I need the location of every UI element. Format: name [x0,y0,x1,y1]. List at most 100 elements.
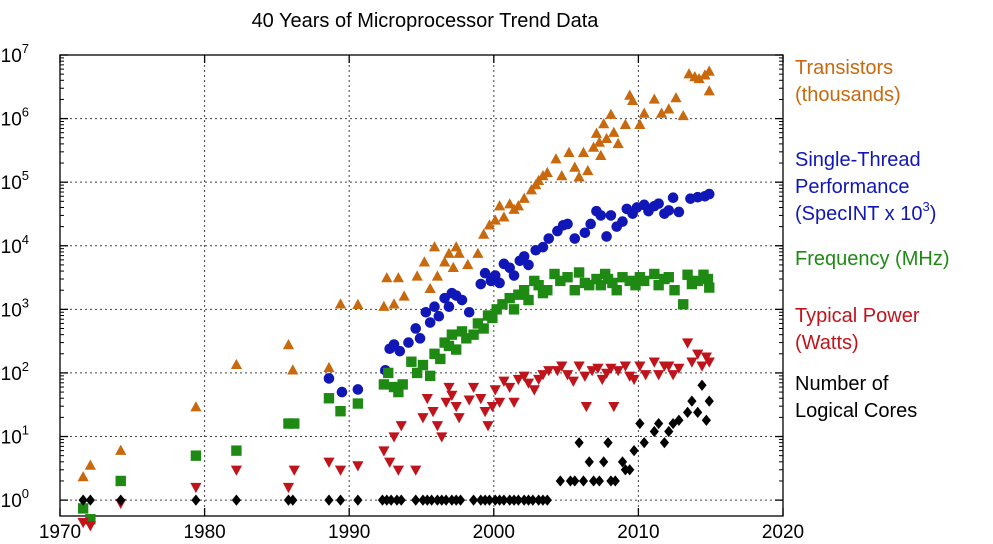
series-2 [77,267,715,525]
data-point [542,285,553,296]
data-point [594,475,604,487]
data-point [482,421,494,432]
data-point [703,188,715,200]
data-point [427,407,439,418]
data-point [85,514,96,525]
data-point [629,445,639,457]
data-point [612,366,624,377]
data-point [638,107,650,118]
data-point [562,272,573,283]
data-point [431,421,444,432]
data-point [424,370,436,382]
data-point [384,457,396,468]
data-point [649,425,659,438]
data-point [441,494,451,506]
data-point [600,132,613,144]
data-point [586,366,598,377]
data-point [352,461,364,472]
data-point [537,370,549,381]
data-point [659,437,670,449]
data-point [410,323,422,334]
data-point [393,386,404,398]
data-point [394,345,406,357]
data-point [577,146,590,157]
data-point [569,233,581,244]
data-point [491,304,502,315]
legend-label: Frequency (MHz) [795,248,949,270]
data-point [543,233,555,244]
data-point [497,299,508,310]
data-point [84,459,96,470]
data-point [115,444,127,455]
data-point [528,494,538,506]
data-point [639,437,649,449]
data-point [463,306,475,318]
data-point [504,262,516,274]
data-point [635,417,645,430]
legend-label: Single-Thread [795,149,921,171]
data-point [410,465,422,476]
data-point [624,275,635,287]
data-point [600,368,613,379]
data-point [453,247,465,258]
data-point [595,279,607,291]
data-point [638,275,650,287]
y-tick-label: 101 [1,423,29,449]
data-point [411,270,423,281]
data-point [598,118,610,129]
data-point [378,446,390,457]
data-point [352,298,364,309]
data-point [77,503,89,514]
data-point [523,294,534,306]
data-point [634,118,646,129]
data-point [417,359,429,371]
data-point [428,241,441,252]
data-point [443,382,455,394]
data-point [610,475,620,487]
data-point [569,285,580,296]
data-point [522,378,535,389]
axes: 1970 1980 1990 2000 2010 2020 100 101 102 103 104 1… [1,41,805,543]
series-4 [78,379,714,506]
data-point [628,374,640,386]
data-point [682,269,693,280]
data-point [353,494,363,506]
data-point [282,338,295,350]
data-point [494,277,505,289]
legend-label: Typical Power [795,305,920,327]
data-point [528,385,540,396]
data-point [599,456,609,468]
data-point [323,361,335,373]
data-point [334,465,347,476]
data-point [77,471,89,482]
data-point [683,68,695,79]
data-point [447,261,459,273]
data-point [231,494,242,506]
data-point [686,357,698,368]
data-point [549,268,560,280]
data-point [431,270,444,281]
data-point [703,65,715,76]
y-tick-label: 103 [1,295,29,321]
data-point [478,323,489,334]
y-tick-label: 106 [1,105,29,131]
data-point [498,211,510,222]
data-point [352,384,364,395]
data-point [593,136,605,147]
data-point [663,205,675,216]
data-point [352,398,364,409]
data-point [542,494,552,506]
data-point [648,357,660,368]
data-point [378,300,390,311]
data-point [591,273,602,285]
data-point [429,301,440,313]
data-point [523,259,534,271]
data-point [563,146,575,157]
data-point [411,367,423,379]
data-point [115,475,126,487]
data-point [456,294,468,306]
data-point [403,337,414,348]
series-0 [77,65,715,482]
